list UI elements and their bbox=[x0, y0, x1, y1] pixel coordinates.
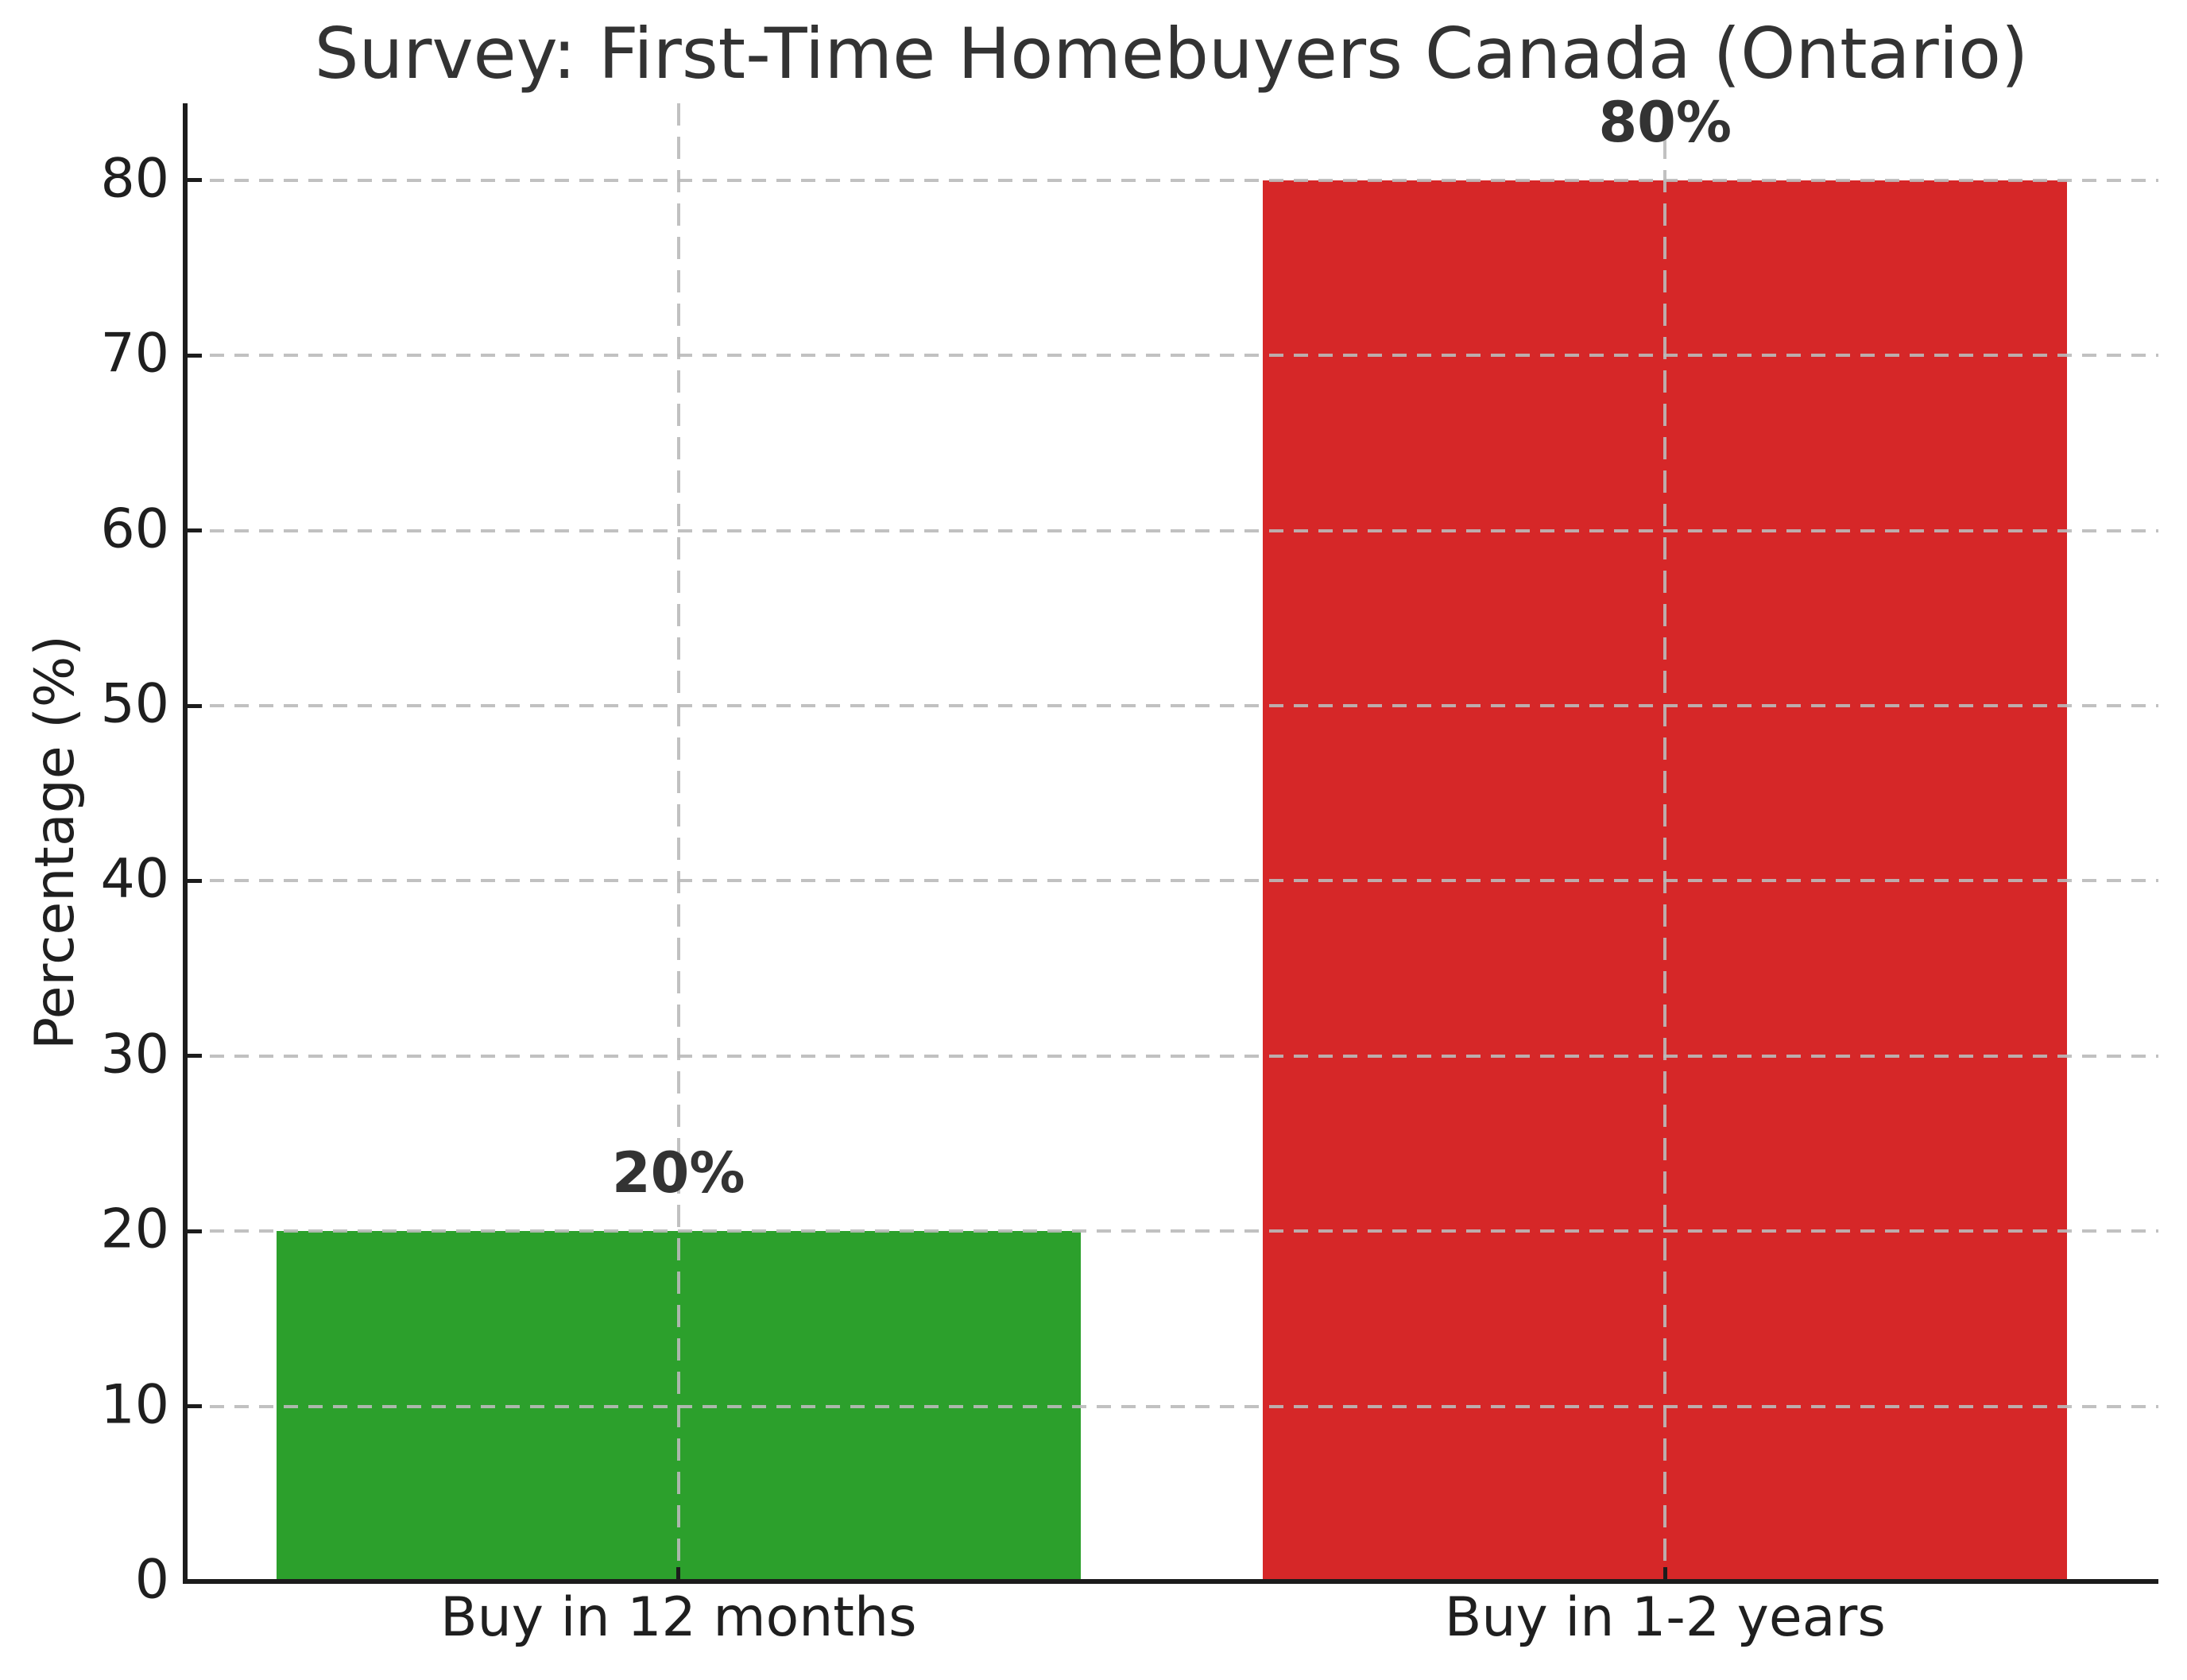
x-tick-label-buy-in-1-2-years: Buy in 1-2 years bbox=[1444, 1586, 1886, 1649]
gridline-y-80 bbox=[185, 178, 2158, 182]
gridline-y-30 bbox=[185, 1054, 2158, 1058]
gridline-y-40 bbox=[185, 879, 2158, 883]
chart-title: Survey: First-Time Homebuyers Canada (On… bbox=[314, 13, 2029, 95]
x-tick-mark-buy-in-12-months bbox=[676, 1567, 681, 1581]
y-tick-mark-10 bbox=[188, 1404, 202, 1409]
gridline-y-20 bbox=[185, 1229, 2158, 1233]
y-tick-label-70: 70 bbox=[100, 322, 169, 385]
y-tick-mark-30 bbox=[188, 1054, 202, 1059]
y-tick-label-50: 50 bbox=[100, 672, 169, 736]
y-tick-label-0: 0 bbox=[134, 1548, 169, 1612]
x-axis-spine bbox=[183, 1579, 2158, 1584]
y-tick-label-20: 20 bbox=[100, 1198, 169, 1261]
y-tick-mark-80 bbox=[188, 178, 202, 183]
gridline-y-10 bbox=[185, 1404, 2158, 1408]
y-tick-label-80: 80 bbox=[100, 147, 169, 211]
bar-value-label-buy-in-1-2-years: 80% bbox=[1598, 89, 1732, 155]
y-tick-mark-20 bbox=[188, 1229, 202, 1233]
y-tick-label-10: 10 bbox=[100, 1373, 169, 1437]
y-tick-mark-70 bbox=[188, 353, 202, 358]
gridline-y-50 bbox=[185, 704, 2158, 708]
y-axis-spine bbox=[183, 103, 188, 1584]
gridline-y-70 bbox=[185, 354, 2158, 358]
y-tick-mark-50 bbox=[188, 703, 202, 708]
bar-value-label-buy-in-12-months: 20% bbox=[611, 1140, 745, 1206]
x-tick-label-buy-in-12-months: Buy in 12 months bbox=[440, 1586, 917, 1649]
x-tick-mark-buy-in-1-2-years bbox=[1663, 1567, 1667, 1581]
gridline-x-buy-in-12-months bbox=[676, 103, 680, 1581]
y-tick-mark-0 bbox=[188, 1579, 202, 1584]
y-tick-label-30: 30 bbox=[100, 1023, 169, 1086]
y-axis-label: Percentage (%) bbox=[24, 635, 87, 1050]
gridline-x-buy-in-1-2-years bbox=[1663, 103, 1667, 1581]
y-tick-mark-60 bbox=[188, 528, 202, 533]
y-tick-mark-40 bbox=[188, 878, 202, 883]
gridline-y-60 bbox=[185, 528, 2158, 532]
y-tick-label-60: 60 bbox=[100, 497, 169, 561]
y-tick-label-40: 40 bbox=[100, 848, 169, 912]
